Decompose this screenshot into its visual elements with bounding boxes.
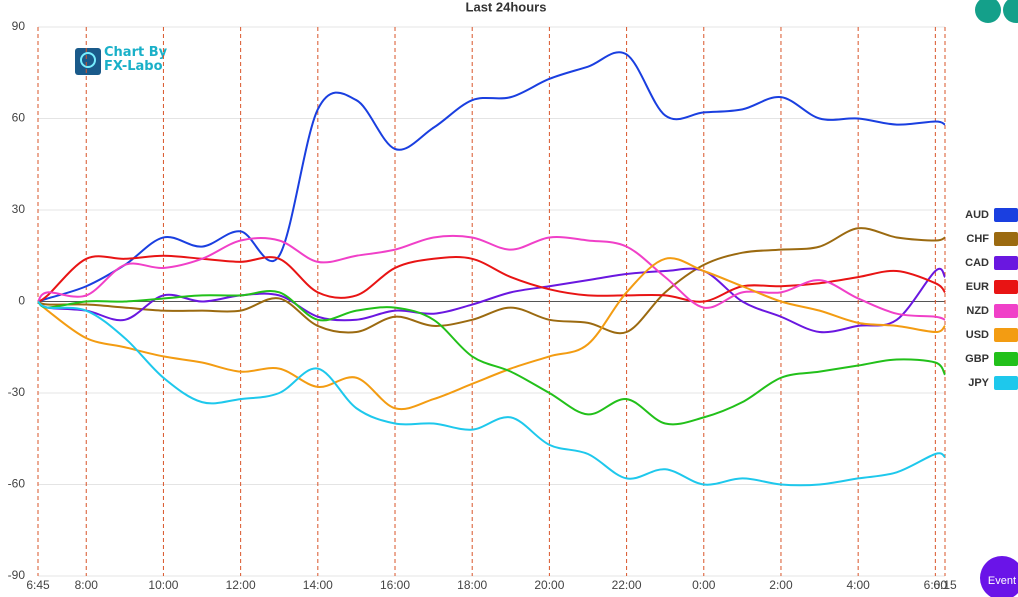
logo-icon-ring <box>80 52 96 68</box>
x-tick-label: 12:00 <box>226 578 256 592</box>
x-tick-label: 10:00 <box>148 578 178 592</box>
x-tick-label: 6:15 <box>933 578 957 592</box>
x-tick-label: 0:00 <box>692 578 716 592</box>
legend-label: NZD <box>966 305 989 317</box>
logo-icon <box>75 48 101 75</box>
x-tick-label: 4:00 <box>846 578 870 592</box>
series-line <box>37 257 946 411</box>
legend-label: AUD <box>965 209 989 221</box>
y-tick-label: 90 <box>12 19 26 33</box>
legend-swatch <box>994 328 1018 342</box>
legend-swatch <box>994 304 1018 318</box>
series-line <box>37 227 946 335</box>
y-tick-label: 0 <box>18 294 25 308</box>
series-line <box>37 267 946 334</box>
legend-swatch <box>994 352 1018 366</box>
y-tick-label: -60 <box>8 477 26 491</box>
x-tick-label: 18:00 <box>457 578 487 592</box>
legend-swatch <box>994 208 1018 222</box>
legend-swatch <box>994 256 1018 270</box>
event-label[interactable]: Event <box>988 575 1016 587</box>
x-tick-label: 6:00 <box>924 578 948 592</box>
series-line <box>37 254 946 303</box>
legend-swatch <box>994 280 1018 294</box>
legend-label: CHF <box>966 233 989 245</box>
logo: Chart By FX-Labo <box>75 46 168 75</box>
toolbar-button[interactable] <box>1003 0 1018 23</box>
legend-swatch <box>994 376 1018 390</box>
x-tick-label: 22:00 <box>612 578 642 592</box>
x-tick-label: 20:00 <box>534 578 564 592</box>
legend-label: GBP <box>965 353 989 365</box>
series-line <box>37 300 946 487</box>
chart-title: Last 24hours <box>466 0 547 14</box>
series-line <box>37 290 946 426</box>
legend-label: CAD <box>965 257 989 269</box>
x-tick-label: 16:00 <box>380 578 410 592</box>
x-tick-label: 6:45 <box>26 578 50 592</box>
y-tick-label: 30 <box>12 202 26 216</box>
series-line <box>37 51 946 303</box>
legend-swatch <box>994 232 1018 246</box>
legend-label: USD <box>966 329 989 341</box>
y-tick-label: -90 <box>8 568 26 582</box>
logo-text-box: Chart By FX-Labo <box>104 46 168 74</box>
legend-label: JPY <box>968 377 989 389</box>
x-tick-label: 8:00 <box>75 578 99 592</box>
toolbar-button[interactable] <box>975 0 1001 23</box>
event-button[interactable] <box>980 556 1018 597</box>
series-line <box>37 234 946 321</box>
legend-label: EUR <box>966 281 989 293</box>
y-tick-label: -30 <box>8 385 26 399</box>
x-tick-label: 2:00 <box>769 578 793 592</box>
x-tick-label: 14:00 <box>303 578 333 592</box>
logo-text: Chart By FX-Labo <box>104 46 168 74</box>
y-tick-label: 60 <box>12 111 26 125</box>
